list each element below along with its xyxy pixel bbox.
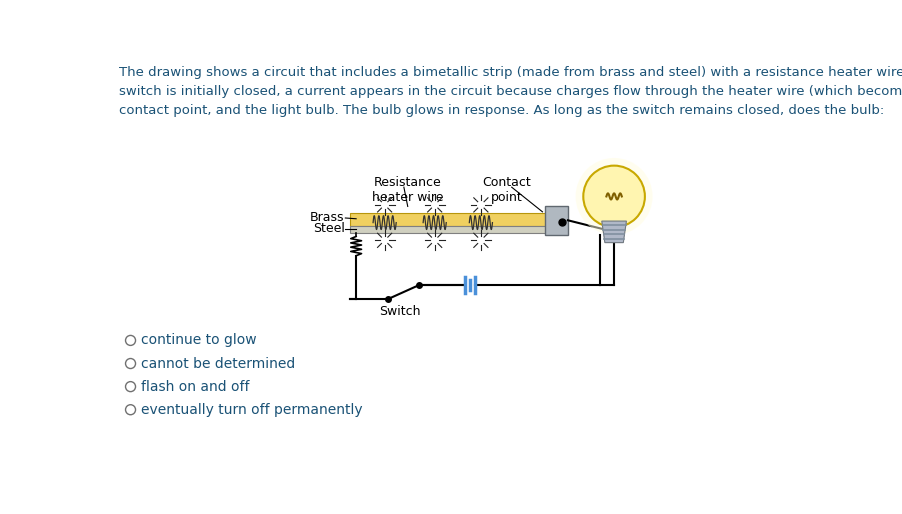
Circle shape (125, 405, 135, 415)
Circle shape (125, 359, 135, 369)
Text: Resistance
heater wire: Resistance heater wire (372, 176, 443, 204)
Polygon shape (601, 221, 626, 243)
Text: The drawing shows a circuit that includes a bimetallic strip (made from brass an: The drawing shows a circuit that include… (119, 65, 902, 117)
Text: Steel: Steel (312, 222, 345, 235)
Polygon shape (350, 226, 549, 233)
Text: continue to glow: continue to glow (141, 334, 257, 347)
Polygon shape (350, 213, 546, 226)
Circle shape (583, 166, 644, 227)
Text: eventually turn off permanently: eventually turn off permanently (141, 403, 363, 417)
Circle shape (125, 336, 135, 345)
Circle shape (125, 381, 135, 392)
Text: Contact
point: Contact point (482, 176, 530, 204)
Text: cannot be determined: cannot be determined (141, 357, 295, 371)
Circle shape (575, 158, 652, 235)
Text: flash on and off: flash on and off (141, 380, 250, 394)
Text: Switch: Switch (379, 305, 420, 318)
Polygon shape (544, 207, 567, 235)
Text: Brass: Brass (309, 211, 345, 225)
